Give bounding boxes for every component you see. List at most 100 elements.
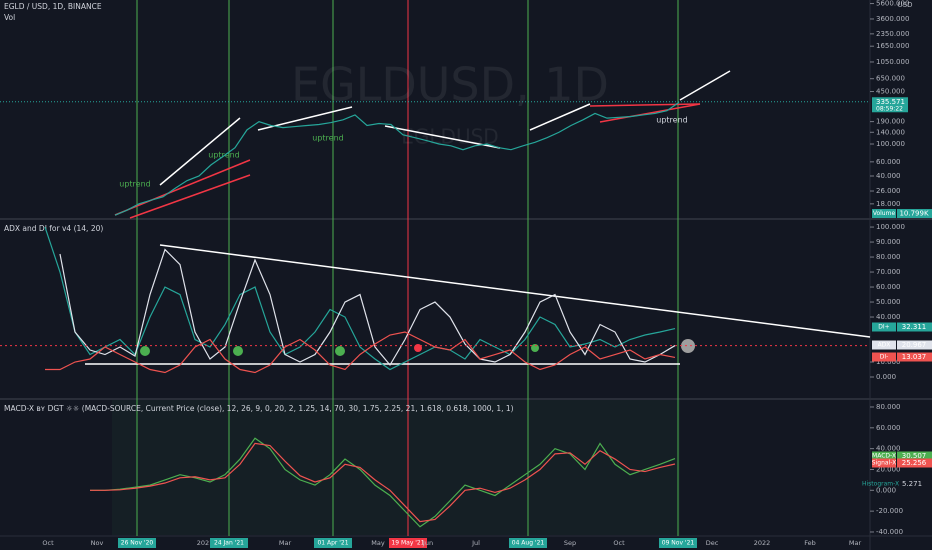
value-tag-text: 32.311: [902, 323, 927, 331]
annotation: uptrend: [656, 116, 687, 125]
value-tag: [897, 322, 932, 332]
value-tag-text: 13.037: [902, 353, 927, 361]
y-tick-label: -20.000: [876, 507, 903, 515]
y-tick-label: 450.000: [876, 88, 905, 96]
time-label: 01 Apr '21: [317, 540, 348, 547]
y-tick-label: 100.000: [876, 140, 905, 148]
value-tag: [897, 458, 932, 468]
time-label: Mar: [279, 539, 292, 547]
time-label: Mar: [849, 539, 862, 547]
time-label: Oct: [613, 539, 625, 547]
y-tick-label: 0.000: [876, 486, 896, 494]
y-tick-label: 1050.000: [876, 58, 909, 66]
y-tick-label: 10.000: [876, 358, 901, 366]
time-label: 19 May '21: [391, 540, 424, 547]
arrow: [529, 103, 591, 131]
time-label: 2021: [197, 539, 214, 547]
series-line: [59, 248, 676, 367]
value-tag: [897, 451, 932, 461]
heart: [335, 346, 345, 356]
value-tag-text: 30.507: [902, 452, 927, 460]
y-tick-label: 3600.000: [876, 15, 909, 23]
y-tick-label: 26.000: [876, 187, 901, 195]
time-label: May: [371, 539, 385, 547]
time-label: Dec: [706, 539, 719, 547]
value-tag-text: 25.256: [902, 459, 927, 467]
name-tag: [872, 451, 896, 461]
time-tag: [314, 538, 352, 548]
triangle-line: [599, 103, 701, 123]
value-tag: [897, 340, 932, 350]
y-tick-label: 80.000: [876, 253, 901, 261]
y-tick-label: 80.000: [876, 403, 901, 411]
histogram-value: 5.271: [902, 480, 922, 488]
y-tick-label: 40.000: [876, 172, 901, 180]
volume-label: Volume: [873, 210, 896, 217]
heart: [681, 339, 695, 353]
name-tag: [872, 340, 896, 350]
y-tick-label: 140.000: [876, 128, 905, 136]
volume-tag: [897, 209, 932, 218]
price-tag: [872, 97, 908, 113]
time-label: Feb: [804, 539, 816, 547]
y-tick-label: 20.000: [876, 465, 901, 473]
name-tag: [872, 458, 896, 468]
y-tick-label: 2350.000: [876, 30, 909, 38]
time-tag: [118, 538, 156, 548]
name-tag-text: DI-: [880, 354, 889, 361]
series-line: [90, 442, 676, 523]
time-label: 24 Jan '21: [214, 540, 244, 547]
time-label: Oct: [42, 539, 54, 547]
name-tag-text: Signal-X: [872, 460, 896, 467]
time-label: Sep: [564, 539, 576, 547]
countdown: 08:59:22: [876, 105, 903, 112]
name-tag-text: ADX: [878, 342, 891, 349]
name-tag-text: MACD-X: [872, 453, 896, 460]
y-tick-label: 40.000: [876, 445, 901, 453]
series-line: [90, 437, 676, 528]
watermark: EGLDUSD, 1D: [291, 58, 609, 112]
y-tick-label: 40.000: [876, 313, 901, 321]
time-label: Jun: [422, 539, 433, 547]
series-line: [114, 101, 680, 216]
y-tick-label: 90.000: [876, 238, 901, 246]
heart: [140, 346, 150, 356]
y-tick-label: 50.000: [876, 298, 901, 306]
event-lines: [136, 0, 679, 536]
volume-value: 10.799K: [899, 210, 928, 218]
axis-unit: USD: [898, 1, 913, 9]
time-label: Jul: [471, 539, 480, 547]
pane-subtitle: Vol: [4, 13, 15, 22]
pane-title: EGLD / USD, 1D, BINANCE: [4, 2, 102, 11]
channel-line: [129, 174, 251, 219]
arrow: [159, 117, 241, 186]
y-tick-label: 650.000: [876, 75, 905, 83]
y-tick-label: 5600.000: [876, 0, 909, 8]
name-tag-text: DI+: [878, 324, 889, 331]
pane-title: ADX and DI for v4 (14, 20): [4, 224, 103, 233]
y-tick-label: 18.000: [876, 200, 901, 208]
name-tag: [872, 352, 896, 362]
price-tag-text: 335.571: [876, 98, 905, 106]
series-line: [44, 226, 676, 371]
arrow: [679, 70, 731, 101]
y-tick-label: 60.000: [876, 158, 901, 166]
channel-line: [114, 159, 251, 216]
pane-title: MACD-X ʙʏ DGT ☼☼ (MACD-SOURCE, Current P…: [4, 404, 514, 413]
value-tag: [897, 352, 932, 362]
series-line: [45, 331, 676, 374]
name-tag: [872, 322, 896, 332]
y-tick-label: 190.000: [876, 118, 905, 126]
heart: [233, 346, 243, 356]
annotation: uptrend: [119, 180, 150, 189]
time-label: 2022: [754, 539, 771, 547]
annotation: uptrend: [312, 134, 343, 143]
time-label: 04 Aug '21: [512, 540, 545, 547]
y-tick-label: 60.000: [876, 424, 901, 432]
hearts: [140, 339, 695, 356]
adx-trendline: [159, 244, 871, 338]
time-tag: [210, 538, 248, 548]
y-tick-label: 70.000: [876, 268, 901, 276]
